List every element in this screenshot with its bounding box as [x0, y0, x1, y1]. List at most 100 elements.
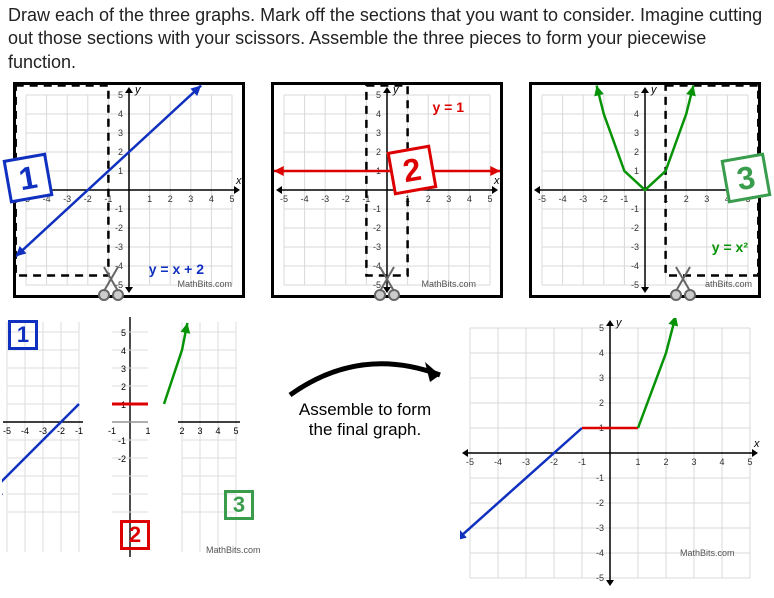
attrib-1: MathBits.com	[177, 279, 232, 289]
svg-text:-1: -1	[118, 436, 126, 446]
svg-text:5: 5	[747, 457, 752, 467]
svg-text:3: 3	[691, 457, 696, 467]
svg-text:-1: -1	[373, 204, 381, 214]
svg-text:2: 2	[376, 147, 381, 157]
svg-text:5: 5	[118, 90, 123, 100]
graph-3: -5-4-3-2-112345-5-4-3-2-112345xy	[532, 85, 758, 295]
svg-text:2: 2	[426, 194, 431, 204]
svg-text:3: 3	[634, 128, 639, 138]
svg-text:5: 5	[229, 194, 234, 204]
svg-text:5: 5	[233, 426, 238, 436]
svg-text:4: 4	[634, 109, 639, 119]
svg-text:-2: -2	[631, 223, 639, 233]
svg-text:4: 4	[209, 194, 214, 204]
svg-text:-5: -5	[280, 194, 288, 204]
svg-text:-5: -5	[3, 426, 11, 436]
svg-text:-3: -3	[579, 194, 587, 204]
svg-text:-3: -3	[63, 194, 71, 204]
svg-text:-1: -1	[108, 426, 116, 436]
svg-text:-1: -1	[631, 204, 639, 214]
svg-text:-3: -3	[522, 457, 530, 467]
svg-text:5: 5	[487, 194, 492, 204]
svg-text:4: 4	[215, 426, 220, 436]
svg-text:4: 4	[121, 346, 126, 356]
svg-text:3: 3	[188, 194, 193, 204]
svg-text:-3: -3	[373, 242, 381, 252]
svg-text:-1: -1	[620, 194, 628, 204]
piece-badge-2: 2	[120, 520, 150, 550]
badge-2: 2	[387, 145, 438, 196]
svg-text:-3: -3	[631, 242, 639, 252]
svg-text:1: 1	[147, 194, 152, 204]
svg-text:1: 1	[635, 457, 640, 467]
svg-text:y: y	[615, 318, 623, 329]
svg-text:y: y	[134, 85, 142, 96]
svg-text:-2: -2	[600, 194, 608, 204]
svg-text:-3: -3	[39, 426, 47, 436]
svg-text:3: 3	[446, 194, 451, 204]
panel-2: -5-4-3-2-112345-5-4-3-2-112345xy y = 1 M…	[271, 82, 503, 298]
piece-badge-1: 1	[8, 320, 38, 350]
svg-text:-5: -5	[596, 573, 604, 583]
svg-text:-2: -2	[342, 194, 350, 204]
svg-text:-4: -4	[559, 194, 567, 204]
svg-text:-2: -2	[550, 457, 558, 467]
svg-text:-5: -5	[466, 457, 474, 467]
svg-text:4: 4	[118, 109, 123, 119]
pieces-attrib: MathBits.com	[206, 545, 261, 555]
attrib-2: MathBits.com	[421, 279, 476, 289]
svg-text:4: 4	[467, 194, 472, 204]
piece-badge-3: 3	[224, 490, 254, 520]
svg-text:x: x	[493, 175, 500, 187]
svg-text:-4: -4	[301, 194, 309, 204]
svg-text:-3: -3	[596, 523, 604, 533]
svg-text:5: 5	[376, 90, 381, 100]
svg-text:3: 3	[599, 373, 604, 383]
svg-text:-5: -5	[538, 194, 546, 204]
svg-text:1: 1	[118, 166, 123, 176]
svg-text:4: 4	[599, 348, 604, 358]
svg-text:2: 2	[121, 382, 126, 392]
svg-text:x: x	[235, 175, 242, 187]
svg-text:x: x	[753, 438, 760, 450]
svg-text:3: 3	[376, 128, 381, 138]
svg-text:1: 1	[634, 166, 639, 176]
scissors-icon	[96, 263, 126, 303]
svg-text:-2: -2	[373, 223, 381, 233]
svg-text:-4: -4	[631, 261, 639, 271]
attrib-3: athBits.com	[705, 279, 752, 289]
svg-text:-1: -1	[115, 204, 123, 214]
svg-text:3: 3	[704, 194, 709, 204]
svg-text:2: 2	[168, 194, 173, 204]
svg-text:2: 2	[634, 147, 639, 157]
svg-text:-1: -1	[578, 457, 586, 467]
svg-text:2: 2	[599, 398, 604, 408]
svg-text:-2: -2	[118, 454, 126, 464]
final-attrib: MathBits.com	[680, 548, 735, 558]
svg-text:-3: -3	[321, 194, 329, 204]
svg-text:3: 3	[121, 364, 126, 374]
badge-1: 1	[3, 153, 54, 204]
svg-text:-2: -2	[57, 426, 65, 436]
svg-text:-2: -2	[84, 194, 92, 204]
scissors-icon	[372, 263, 402, 303]
svg-text:5: 5	[121, 328, 126, 338]
scissors-icon	[668, 263, 698, 303]
svg-text:1: 1	[145, 426, 150, 436]
assemble-text: Assemble to form the final graph.	[290, 400, 440, 440]
svg-text:5: 5	[599, 323, 604, 333]
svg-text:5: 5	[634, 90, 639, 100]
svg-text:2: 2	[179, 426, 184, 436]
svg-text:-2: -2	[596, 498, 604, 508]
svg-text:3: 3	[118, 128, 123, 138]
svg-text:3: 3	[197, 426, 202, 436]
svg-text:-2: -2	[115, 223, 123, 233]
svg-text:-1: -1	[596, 473, 604, 483]
equation-2: y = 1	[432, 99, 464, 115]
svg-text:-4: -4	[494, 457, 502, 467]
svg-text:-4: -4	[21, 426, 29, 436]
svg-text:-4: -4	[596, 548, 604, 558]
svg-text:-1: -1	[75, 426, 83, 436]
svg-text:2: 2	[118, 147, 123, 157]
panels-row: 1 2 3 -5-4-3-2-112345-5-4-3-2-112345xy y…	[0, 78, 774, 302]
